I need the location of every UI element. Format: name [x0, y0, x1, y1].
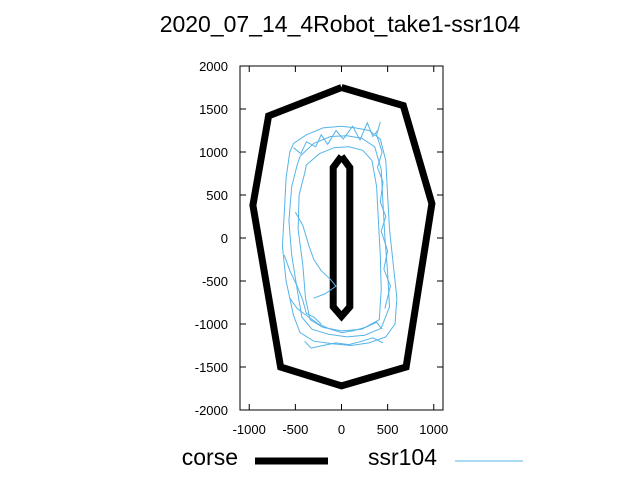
x-tick-label: 1000 — [419, 422, 448, 437]
y-tick-label: -2000 — [195, 403, 228, 418]
x-tick-label: 500 — [377, 422, 399, 437]
chart-title: 2020_07_14_4Robot_take1-ssr104 — [160, 11, 521, 37]
corse-path-1 — [329, 154, 354, 322]
y-tick-label: 1000 — [199, 145, 228, 160]
y-tick-label: 0 — [221, 231, 228, 246]
x-tick-label: -1000 — [233, 422, 266, 437]
y-tick-label: -1000 — [195, 317, 228, 332]
series-layer — [249, 84, 436, 390]
legend: corse ssr104 — [182, 444, 523, 470]
ssr104-path-7 — [293, 121, 379, 155]
legend-label-corse: corse — [182, 444, 238, 470]
ssr104-path-1 — [288, 135, 391, 338]
legend-label-ssr104: ssr104 — [368, 444, 437, 470]
x-tick-label: 0 — [338, 422, 345, 437]
axis-ticks: -1000 -500 0 500 1000 2000 1500 1000 500 0 -500 -10… — [195, 59, 448, 437]
corse-path-0 — [249, 84, 436, 390]
ssr104-path-0 — [281, 125, 398, 347]
ssr104-path-3 — [294, 211, 337, 299]
ssr104-path-2 — [297, 146, 382, 332]
ssr104-path-4 — [289, 297, 383, 334]
y-tick-label: -1500 — [195, 360, 228, 375]
ssr104-path-8 — [283, 255, 322, 325]
y-tick-label: 1500 — [199, 102, 228, 117]
y-tick-label: 2000 — [199, 59, 228, 74]
ssr104-path-5 — [304, 337, 384, 349]
y-tick-label: 500 — [206, 188, 228, 203]
x-tick-label: -500 — [282, 422, 308, 437]
ssr104-path-6 — [376, 121, 391, 309]
y-tick-label: -500 — [202, 274, 228, 289]
